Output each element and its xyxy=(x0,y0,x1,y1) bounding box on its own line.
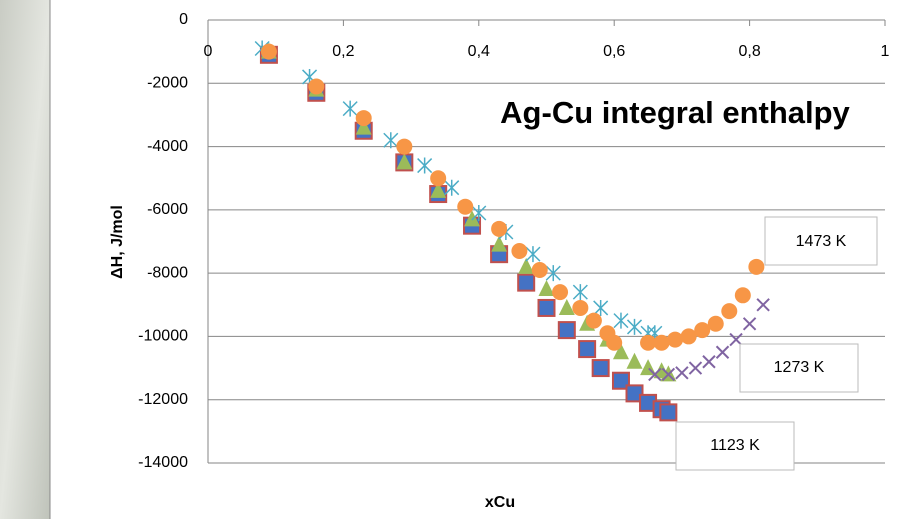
marker xyxy=(417,157,433,174)
marker xyxy=(606,334,623,351)
y-tick-label: -14000 xyxy=(138,454,188,471)
marker xyxy=(707,315,724,332)
marker xyxy=(667,331,684,348)
marker xyxy=(464,210,481,227)
marker xyxy=(260,43,277,60)
marker xyxy=(612,343,629,360)
marker xyxy=(552,284,569,301)
marker xyxy=(675,366,689,380)
annotation-box xyxy=(764,216,878,266)
marker xyxy=(640,334,657,351)
marker xyxy=(659,403,678,422)
marker xyxy=(531,261,548,278)
marker xyxy=(688,361,703,375)
marker xyxy=(383,132,399,149)
y-tick-label: -12000 xyxy=(138,391,188,408)
marker xyxy=(680,328,697,345)
marker xyxy=(396,153,413,170)
marker xyxy=(558,298,575,315)
x-axis-label: xCu xyxy=(485,494,515,511)
marker xyxy=(734,287,751,304)
marker xyxy=(715,345,730,359)
y-tick-label: -6000 xyxy=(147,201,188,218)
marker xyxy=(457,198,474,215)
marker xyxy=(557,321,576,340)
annotation: 1123 K xyxy=(710,437,760,454)
marker xyxy=(748,258,765,275)
marker xyxy=(545,265,561,282)
x-tick-label: 0 xyxy=(204,43,213,60)
marker xyxy=(578,340,597,359)
marker xyxy=(702,355,716,369)
marker xyxy=(355,110,372,127)
marker xyxy=(625,384,644,403)
y-axis-label: ΔH, J/mol xyxy=(109,205,126,279)
marker xyxy=(653,334,670,351)
marker xyxy=(430,170,447,187)
marker xyxy=(491,235,508,252)
marker xyxy=(572,299,589,316)
marker xyxy=(538,279,555,296)
x-tick-label: 0,6 xyxy=(603,43,625,60)
background-strip xyxy=(0,0,50,519)
y-tick-label: -10000 xyxy=(138,328,188,345)
marker xyxy=(396,138,413,155)
y-tick-label: -2000 xyxy=(147,75,188,92)
marker xyxy=(661,367,676,382)
y-tick-label: -8000 xyxy=(147,264,188,281)
marker xyxy=(626,352,643,369)
chart-title: Ag-Cu integral enthalpy xyxy=(500,95,850,130)
y-tick-label: -4000 xyxy=(147,138,188,155)
marker xyxy=(444,179,460,196)
marker xyxy=(355,118,372,135)
marker xyxy=(471,205,487,222)
marker xyxy=(525,246,541,263)
marker xyxy=(613,312,629,329)
marker xyxy=(585,312,602,329)
marker xyxy=(308,78,325,95)
x-tick-label: 1 xyxy=(881,43,890,60)
marker xyxy=(626,318,643,335)
plot: 0 -2000 -4000 -6000 -8000 -10000 -12000 -14000 0… xyxy=(138,11,889,471)
marker xyxy=(756,298,770,312)
marker xyxy=(593,299,609,316)
marker xyxy=(511,242,528,259)
marker xyxy=(572,284,588,301)
y-tick-label: 0 xyxy=(179,11,188,28)
marker xyxy=(742,317,757,331)
marker xyxy=(491,220,508,237)
marker xyxy=(694,322,711,339)
annotation: 1273 K xyxy=(774,359,825,376)
x-tick-label: 0,8 xyxy=(738,43,760,60)
marker xyxy=(611,371,630,390)
marker xyxy=(648,367,662,382)
marker xyxy=(591,359,610,378)
x-tick-label: 0,2 xyxy=(332,43,354,60)
annotation: 1473 K xyxy=(796,233,847,250)
marker xyxy=(342,100,358,117)
marker xyxy=(430,181,447,198)
marker xyxy=(721,303,738,320)
marker xyxy=(518,257,535,274)
x-tick-label: 0,4 xyxy=(468,43,490,60)
annotation-box xyxy=(739,343,859,393)
marker xyxy=(517,273,536,292)
marker xyxy=(537,298,556,317)
annotation-box xyxy=(675,421,795,471)
